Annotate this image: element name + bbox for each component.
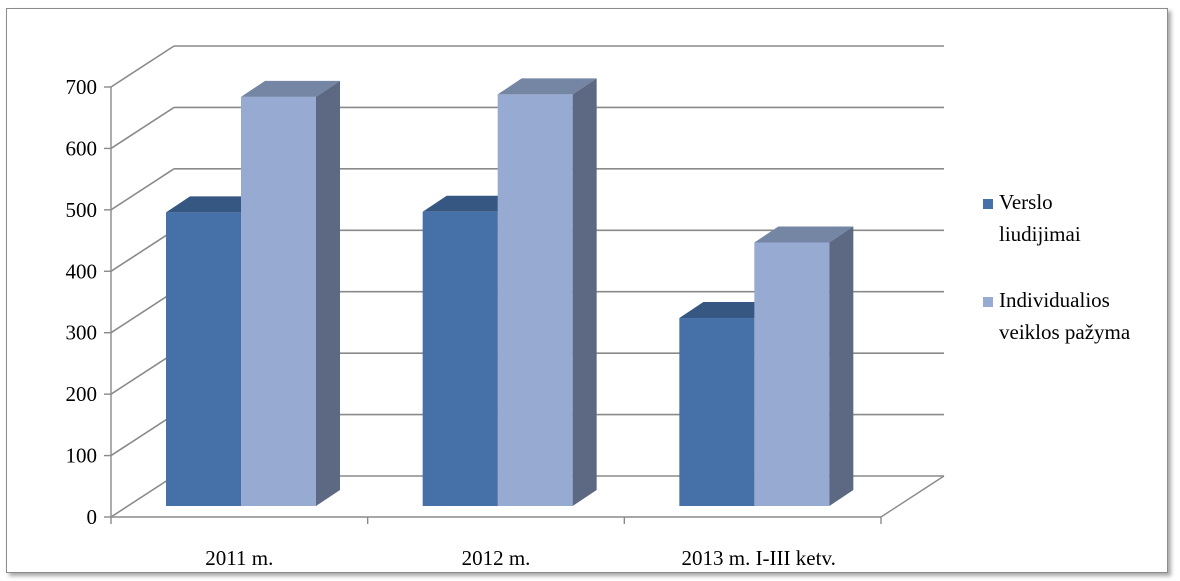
bar-front xyxy=(241,96,316,506)
bar-top xyxy=(166,196,265,213)
bar-individualios-veiklos-pazyma xyxy=(241,80,340,506)
bar-top xyxy=(497,78,597,95)
y-tick-label: 200 xyxy=(66,382,98,406)
bar-side xyxy=(316,80,340,506)
bar-front xyxy=(497,94,573,506)
y-tick-label: 600 xyxy=(66,136,98,160)
y-tick-label: 700 xyxy=(66,75,98,99)
bar-front xyxy=(754,242,830,506)
bar-front xyxy=(679,318,755,506)
y-tick-label: 500 xyxy=(66,198,98,222)
gridline-side xyxy=(110,45,175,88)
legend-label: veiklos pažyma xyxy=(999,320,1131,344)
x-category-label: 2012 m. xyxy=(462,546,531,570)
gridline-side xyxy=(110,413,175,457)
gridline-side xyxy=(110,352,175,395)
bar-top xyxy=(422,195,522,212)
bar-front xyxy=(422,211,498,506)
chart-frame: 0 100 200 300 400 500 600 700 2011 m. 2012 m. 2013… xyxy=(6,8,1168,573)
x-category-label: 2011 m. xyxy=(205,546,273,570)
gridline-side xyxy=(110,475,175,518)
bar-chart: 0 100 200 300 400 500 600 700 2011 m. 2012 m. 2013… xyxy=(66,45,1131,570)
gridline-side xyxy=(110,229,175,272)
x-category-label: 2013 m. I-III ketv. xyxy=(681,546,835,570)
y-tick-label: 300 xyxy=(66,321,98,345)
legend-swatch xyxy=(983,297,993,307)
bar-top xyxy=(754,226,854,243)
bar-individualios-veiklos-pazyma xyxy=(754,226,854,506)
floor-right-edge xyxy=(880,475,945,518)
bar-side xyxy=(572,78,597,506)
legend-label: Individualios xyxy=(999,288,1110,312)
y-tick-label: 100 xyxy=(66,444,98,468)
bar-top xyxy=(679,302,779,319)
gridline-side xyxy=(110,291,175,334)
legend-label: liudijimai xyxy=(999,222,1081,246)
y-tick-label: 0 xyxy=(87,505,98,529)
bar-front xyxy=(166,212,241,506)
legend-label: Verslo xyxy=(999,190,1053,214)
legend-swatch xyxy=(983,199,993,209)
gridline-side xyxy=(110,106,175,150)
bar-side xyxy=(829,226,854,506)
y-tick-label: 400 xyxy=(66,259,98,283)
gridline-side xyxy=(110,168,175,211)
bar-top xyxy=(241,80,340,97)
bar-individualios-veiklos-pazyma xyxy=(497,78,597,506)
